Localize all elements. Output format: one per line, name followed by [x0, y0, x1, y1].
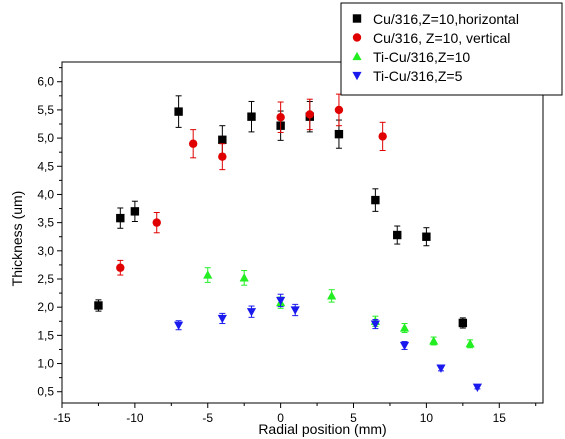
x-tick-label: 10: [420, 411, 434, 425]
data-point: [152, 218, 161, 227]
data-point: [370, 320, 380, 329]
x-tick-label: 0: [277, 411, 284, 425]
data-marks: [94, 93, 483, 393]
data-point: [334, 129, 344, 139]
y-tick-label: 5,5: [37, 103, 54, 117]
y-tick-label: 1,5: [37, 328, 54, 342]
data-point: [94, 301, 103, 310]
legend-box: [340, 2, 563, 96]
data-point: [327, 291, 337, 300]
data-point: [239, 273, 249, 282]
y-tick-label: 1,0: [37, 357, 54, 371]
legend-marker: [352, 51, 362, 61]
x-axis-label: Radial position (mm): [258, 421, 386, 437]
legend-item: Ti-Cu/316,Z=10: [352, 49, 470, 65]
series-3: [203, 267, 475, 349]
legend-marker: [352, 71, 362, 81]
legend: Cu/316,Z=10,horizontal Cu/316, Z=10, vert…: [340, 2, 563, 96]
data-point: [116, 263, 125, 272]
plot-area-frame: [61, 61, 544, 404]
data-point: [393, 230, 402, 240]
data-point: [174, 107, 183, 116]
data-point: [458, 318, 468, 328]
data-point: [472, 383, 483, 393]
data-point: [465, 339, 475, 348]
x-tick-label: -15: [53, 411, 71, 425]
data-point: [334, 105, 344, 115]
legend-label: Ti-Cu/316,Z=10: [373, 49, 470, 65]
legend-items: Cu/316,Z=10,horizontal Cu/316, Z=10, vert…: [352, 11, 519, 84]
legend-label: Cu/316, Z=10, vertical: [373, 30, 510, 46]
y-tick-label: 3,5: [37, 216, 54, 230]
data-point: [436, 364, 446, 373]
data-point: [399, 341, 410, 351]
data-point: [188, 139, 198, 148]
data-point: [246, 308, 257, 317]
data-point: [203, 270, 213, 279]
data-point: [422, 232, 431, 241]
x-tick-label: -5: [202, 411, 213, 425]
data-point: [116, 213, 125, 223]
data-point: [371, 195, 380, 205]
x-tick-label: 15: [493, 411, 507, 425]
x-tick-label: 5: [350, 411, 357, 425]
data-point: [399, 323, 410, 332]
data-point: [429, 336, 439, 345]
y-tick-label: 3,0: [37, 244, 54, 258]
legend-item: Cu/316, Z=10, vertical: [352, 30, 510, 46]
y-tick-label: 2,5: [37, 272, 54, 286]
x-tick-label: -10: [126, 411, 144, 425]
tick-labels: -15 -10 -5 0 5 10 15 0,5 1,0 1,5 2,0 2,5 3,0 3,5 4,0 4,…: [37, 75, 506, 425]
data-point: [276, 296, 286, 306]
y-tick-label: 6,0: [37, 75, 54, 89]
y-tick-label: 4,5: [37, 159, 54, 173]
y-axis-label: Thickness (um): [9, 191, 25, 287]
data-point: [378, 132, 387, 141]
data-point: [276, 113, 285, 122]
data-point: [290, 306, 300, 315]
data-point: [217, 314, 227, 324]
data-point: [130, 207, 140, 216]
y-tick-label: 5,0: [37, 131, 54, 145]
legend-label: Cu/316,Z=10,horizontal: [373, 11, 519, 27]
data-point: [174, 321, 184, 331]
legend-item: Cu/316,Z=10,horizontal: [352, 11, 519, 27]
y-tick-label: 4,0: [37, 187, 54, 201]
data-point: [218, 152, 227, 161]
axis-ticks: [57, 67, 537, 408]
legend-item: Ti-Cu/316,Z=5: [352, 68, 463, 84]
series-2: [116, 93, 387, 276]
data-point: [218, 135, 227, 144]
data-point: [247, 112, 256, 121]
legend-marker: [352, 33, 362, 42]
legend-marker: [352, 14, 362, 23]
data-point: [305, 110, 314, 119]
y-tick-label: 2,0: [37, 300, 54, 314]
legend-label: Ti-Cu/316,Z=5: [373, 68, 463, 84]
series-4: [174, 293, 483, 393]
y-tick-label: 0,5: [37, 385, 54, 399]
